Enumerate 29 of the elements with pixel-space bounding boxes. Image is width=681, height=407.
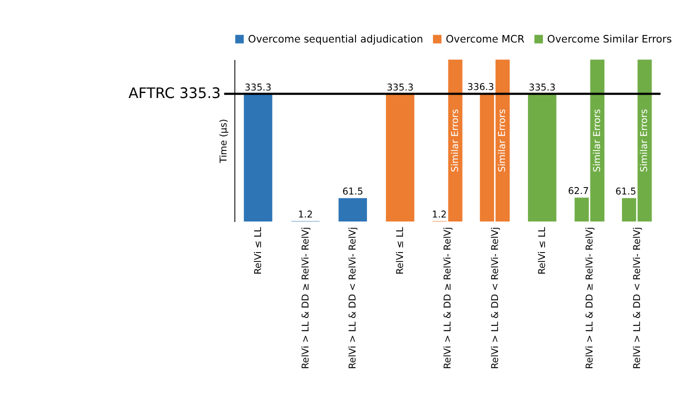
data-label: 335.3 [244, 82, 272, 94]
data-label: 62.7 [568, 186, 589, 198]
data-label: 1.2 [298, 210, 313, 221]
data-label: 61.5 [615, 186, 636, 198]
x-tick-label: RelVi > LL & DD < RelVi- RelVj [490, 227, 501, 370]
data-label: 61.5 [342, 186, 364, 198]
bar [244, 94, 272, 222]
ref-line-label: AFTRC 335.3 [128, 86, 221, 102]
data-label: Similar Errors [497, 108, 508, 172]
legend-label: Overcome sequential adjudication [248, 34, 424, 46]
x-tick-label: RelVi > LL & DD < RelVi- RelVj [632, 227, 643, 370]
x-tick-label: RelVi ≤ LL [395, 226, 406, 275]
x-tick-label: RelVi ≤ LL [537, 226, 548, 275]
x-tick-label: RelVi > LL & DD ≥ RelVi- RelVj [584, 227, 596, 370]
data-label: 335.3 [528, 82, 556, 94]
data-label: Similar Errors [639, 108, 650, 172]
x-tick-label: RelVi > LL & DD ≥ RelVi- RelVj [442, 227, 454, 370]
x-tick-label: RelVi ≤ LL [253, 226, 264, 275]
bar [338, 198, 367, 222]
legend-label: Overcome MCR [446, 34, 525, 46]
legend-label: Overcome Similar Errors [547, 34, 672, 46]
data-label: Similar Errors [592, 108, 603, 172]
data-label: 335.3 [386, 82, 414, 94]
y-axis-title: Time (µs) [218, 118, 230, 164]
data-label: 336.3 [467, 82, 494, 93]
data-label: 1.2 [432, 210, 447, 221]
x-tick-label: RelVi > LL & DD ≥ RelVi- RelVj [300, 227, 312, 370]
data-label: Similar Errors [450, 108, 461, 172]
x-tick-label: RelVi > LL & DD < RelVi- RelVj [348, 227, 359, 370]
